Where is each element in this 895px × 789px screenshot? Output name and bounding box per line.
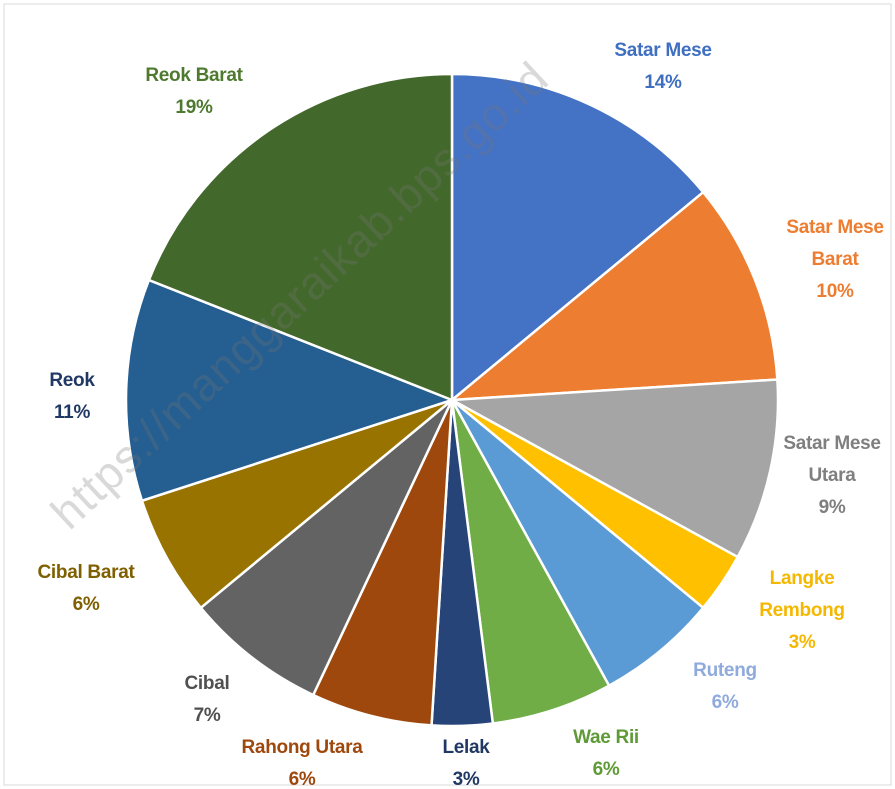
pie-slice — [447, 378, 780, 559]
pie-slice — [124, 278, 456, 503]
category-label: Satar Mese Utara — [783, 433, 881, 486]
pie-slice — [147, 72, 454, 402]
category-label: Lelak — [442, 737, 490, 758]
value-label: 11% — [53, 402, 91, 423]
slice-label: Cibal 7% — [157, 668, 257, 732]
value-label: 9% — [818, 497, 846, 518]
slice-label: Reok 11% — [22, 365, 122, 429]
category-label: Cibal — [184, 673, 230, 694]
value-label: 7% — [193, 705, 221, 726]
value-label: 6% — [711, 692, 739, 713]
category-label: Cibal Barat — [37, 562, 135, 583]
value-label: 3% — [452, 769, 480, 789]
pie-slice — [450, 399, 611, 725]
value-label: 3% — [788, 632, 816, 653]
slice-label: Ruteng 6% — [665, 655, 785, 719]
pie-slice — [140, 398, 453, 610]
pie-slice — [450, 399, 705, 688]
pie-slice — [450, 72, 705, 403]
category-label: Reok — [49, 370, 95, 391]
value-label: 19% — [175, 97, 213, 118]
category-label: Satar Mese Barat — [786, 217, 884, 270]
value-label: 6% — [72, 594, 100, 615]
pie-slice — [448, 190, 779, 402]
category-label: Wae Rii — [573, 727, 639, 748]
slice-label: Satar Mese 14% — [583, 35, 743, 99]
pie-slice — [199, 399, 454, 697]
category-label: Ruteng — [693, 660, 757, 681]
value-label: 10% — [816, 281, 854, 302]
category-label: Satar Mese — [614, 40, 712, 61]
frame — [3, 3, 892, 786]
value-label: 14% — [644, 72, 682, 93]
slice-label: Cibal Barat 6% — [11, 557, 161, 621]
slice-label: Reok Barat 19% — [114, 60, 274, 124]
category-label: Langke Rembong — [759, 568, 845, 621]
value-label: 6% — [288, 769, 316, 789]
slice-label: Lelak 3% — [416, 732, 516, 789]
slice-label: Wae Rii 6% — [546, 722, 666, 786]
slice-label: Satar Mese Utara 9% — [777, 428, 887, 524]
pie-slice — [311, 399, 454, 727]
slice-label: Rahong Utara 6% — [222, 732, 382, 789]
slice-label: Satar Mese Barat 10% — [780, 212, 890, 308]
slice-label: Langke Rembong 3% — [747, 563, 857, 659]
value-label: 6% — [592, 759, 620, 780]
category-label: Rahong Utara — [241, 737, 363, 758]
category-label: Reok Barat — [145, 65, 243, 86]
